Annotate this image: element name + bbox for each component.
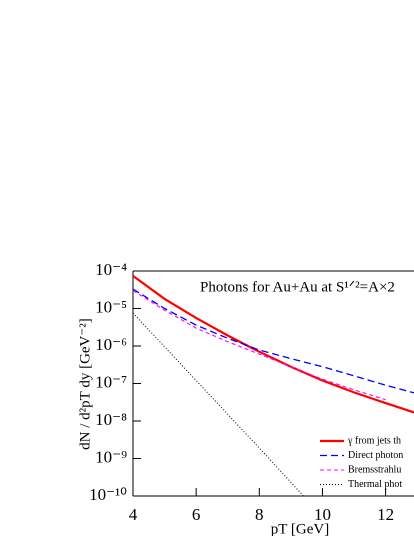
y-tick-label: 10⁻¹⁰ [89,485,127,504]
x-tick-label: 8 [255,505,264,524]
y-tick-label: 10⁻⁴ [95,260,127,279]
x-tick-label: 12 [377,505,394,524]
y-tick-label: 10⁻⁷ [95,372,127,391]
legend-label: γ from jets th [347,435,401,446]
series-line [132,275,414,414]
chart-title: Photons for Au+Au at S¹ᐟ²=A×2 [200,279,395,295]
x-axis-label: pT [GeV] [271,521,329,536]
legend-label: Bremsstrahlu [348,464,401,475]
y-tick-label: 10⁻⁹ [95,447,127,466]
y-tick-label: 10⁻⁵ [95,297,127,316]
series-line [132,288,414,394]
series-line [132,290,386,401]
x-tick-label: 6 [192,505,201,524]
y-tick-label: 10⁻⁸ [95,410,127,429]
y-axis-label: dN / d²pT dy [GeV⁻²] [77,318,93,450]
y-tick-label: 10⁻⁶ [95,335,127,354]
legend-label: Thermal phot [348,479,402,490]
legend-label: Direct photon [348,450,403,461]
x-tick-label: 10 [314,505,331,524]
series-line [132,312,304,497]
x-tick-label: 4 [129,505,138,524]
